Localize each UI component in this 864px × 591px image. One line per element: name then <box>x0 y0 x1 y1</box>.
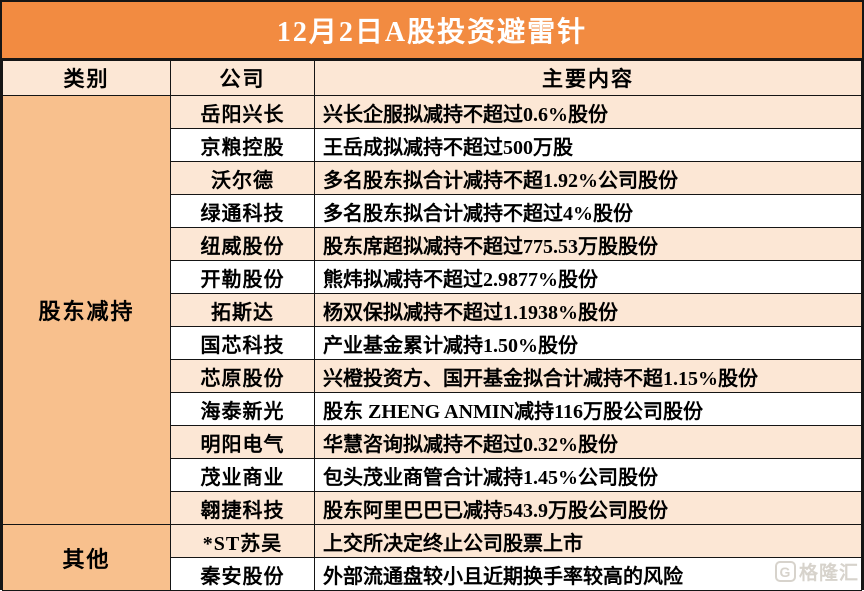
column-header-company: 公司 <box>170 60 315 96</box>
table-row: 芯原股份 兴橙投资方、国开基金拟合计减持不超1.15%股份 <box>3 359 862 393</box>
table-row: 国芯科技 产业基金累计减持1.50%股份 <box>3 326 862 360</box>
category-cell: 其他 <box>2 524 171 591</box>
company-cell: 绿通科技 <box>170 194 315 228</box>
content-cell: 兴长企服拟减持不超过0.6%股份 <box>314 95 862 129</box>
table-row: 拓斯达 杨双保拟减持不超过1.1938%股份 <box>3 293 862 327</box>
table-row: 海泰新光 股东 ZHENG ANMIN减持116万股公司股份 <box>3 392 862 426</box>
content-cell: 多名股东拟合计减持不超1.92%公司股份 <box>314 161 862 195</box>
content-cell: 包头茂业商管合计减持1.45%公司股份 <box>314 458 862 492</box>
gelonghui-watermark-text: 格隆汇 <box>798 563 859 584</box>
table-row: 沃尔德 多名股东拟合计减持不超1.92%公司股份 <box>3 161 862 195</box>
content-cell: 外部流通盘较小且近期换手率较高的风险 <box>314 557 862 591</box>
company-cell: 开勒股份 <box>170 260 315 294</box>
table-row: 股东减持 岳阳兴长 兴长企服拟减持不超过0.6%股份 <box>2 95 862 525</box>
company-cell: 国芯科技 <box>170 326 315 360</box>
table-row: 纽威股份 股东席超拟减持不超过775.53万股股份 <box>3 227 862 261</box>
content-cell: 熊炜拟减持不超过2.9877%股份 <box>314 260 862 294</box>
content-cell: 股东席超拟减持不超过775.53万股股份 <box>314 227 862 261</box>
content-cell: 华慧咨询拟减持不超过0.32%股份 <box>314 425 862 459</box>
company-cell: 芯原股份 <box>170 359 315 393</box>
gelonghui-watermark: G 格隆汇 <box>774 558 859 585</box>
company-cell: *ST苏吴 <box>170 524 315 558</box>
table-row: 明阳电气 华慧咨询拟减持不超过0.32%股份 <box>3 425 862 459</box>
company-cell: 拓斯达 <box>170 293 315 327</box>
page-title: 12月2日A股投资避雷针 <box>2 2 862 60</box>
table-body: 股东减持 岳阳兴长 兴长企服拟减持不超过0.6%股份 京粮控股 王岳成拟减持不超过500… <box>2 95 862 591</box>
company-cell: 海泰新光 <box>170 392 315 426</box>
content-cell: 多名股东拟合计减持不超过4%股份 <box>314 194 862 228</box>
table-row: 其他 *ST苏吴 上交所决定终止公司股票上市 <box>2 524 862 591</box>
company-cell: 明阳电气 <box>170 425 315 459</box>
company-cell: 京粮控股 <box>170 128 315 162</box>
content-cell: 产业基金累计减持1.50%股份 <box>314 326 862 360</box>
category-cell: 股东减持 <box>2 95 171 525</box>
company-cell: 沃尔德 <box>170 161 315 195</box>
gelonghui-logo-icon: G <box>774 561 796 582</box>
company-cell: 纽威股份 <box>170 227 315 261</box>
header-row: 类别 公司 主要内容 <box>2 60 862 96</box>
company-cell: 秦安股份 <box>170 557 315 591</box>
content-cell: 上交所决定终止公司股票上市 <box>314 524 862 558</box>
company-cell: 茂业商业 <box>170 458 315 492</box>
table-row: 翱捷科技 股东阿里巴巴已减持543.9万股公司股份 <box>3 491 862 525</box>
content-cell: 兴橙投资方、国开基金拟合计减持不超1.15%股份 <box>314 359 862 393</box>
company-cell: 岳阳兴长 <box>170 95 315 129</box>
content-cell: 杨双保拟减持不超过1.1938%股份 <box>314 293 862 327</box>
content-cell: 王岳成拟减持不超过500万股 <box>314 128 862 162</box>
table-row: 绿通科技 多名股东拟合计减持不超过4%股份 <box>3 194 862 228</box>
table-row: 茂业商业 包头茂业商管合计减持1.45%公司股份 <box>3 458 862 492</box>
column-header-content: 主要内容 <box>314 60 862 96</box>
table-row: 秦安股份 外部流通盘较小且近期换手率较高的风险 <box>3 557 862 591</box>
company-cell: 翱捷科技 <box>170 491 315 525</box>
table-row: 开勒股份 熊炜拟减持不超过2.9877%股份 <box>3 260 862 294</box>
content-cell: 股东 ZHENG ANMIN减持116万股公司股份 <box>314 392 862 426</box>
column-header-category: 类别 <box>2 60 171 96</box>
avoid-mines-table: 类别 公司 主要内容 股东减持 岳阳兴长 兴长企服拟减持不超过0.6%股份 京粮控股王… <box>2 60 862 591</box>
content-cell: 股东阿里巴巴已减持543.9万股公司股份 <box>314 491 862 525</box>
table-row: 京粮控股 王岳成拟减持不超过500万股 <box>3 128 862 162</box>
